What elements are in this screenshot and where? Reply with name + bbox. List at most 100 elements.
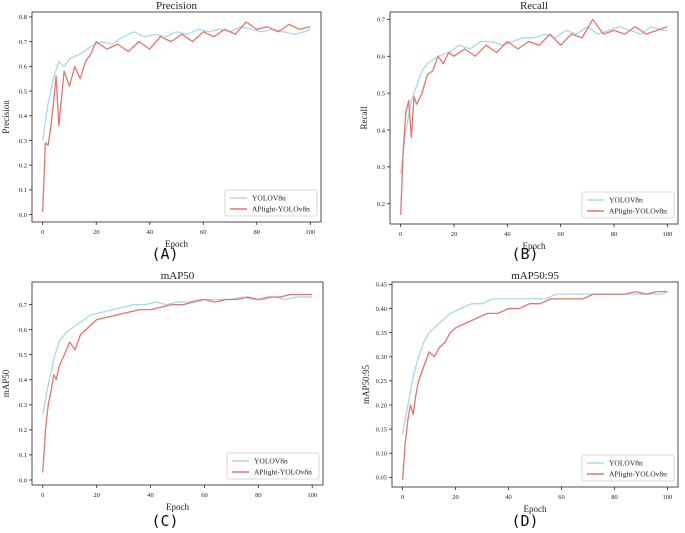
y-tick-label: 0.4 <box>377 127 386 134</box>
x-tick-label: 60 <box>201 492 208 499</box>
y-tick-label: 0.45 <box>376 282 387 289</box>
y-tick-label: 0.35 <box>376 330 387 337</box>
y-axis-label: mAP50:95 <box>361 365 371 405</box>
legend-label-aplight-yolov8n: APlight-YOLOv8n <box>609 470 667 479</box>
y-tick-label: 0.3 <box>19 402 27 409</box>
x-axis-label: Epoch <box>524 504 547 514</box>
x-tick-label: 100 <box>662 231 672 238</box>
chart-title: mAP50 <box>161 270 195 282</box>
panel-label-b: (B) <box>511 245 539 263</box>
x-tick-label: 100 <box>307 492 317 499</box>
y-tick-label: 0.40 <box>376 306 387 313</box>
y-axis-label: mAP50 <box>1 369 11 397</box>
legend: YOLOV8n APlight-YOLOv8n <box>226 452 320 480</box>
legend: YOLOV8n APlight-YOLOv8n <box>224 189 318 217</box>
map50-95-chart: mAP50:95 Epoch mAP50:95 0 20 40 60 80 100 0.05 0.1… <box>361 270 679 514</box>
legend: YOLOV8n APlight-YOLOv8n <box>581 191 675 219</box>
y-tick-label: 0.5 <box>377 90 385 97</box>
legend-label-yolov8n: YOLOV8n <box>609 459 643 468</box>
series-line-yolov8n <box>401 291 668 435</box>
y-tick-label: 0.0 <box>19 212 27 219</box>
x-tick-label: 40 <box>147 492 154 499</box>
x-tick-label: 0 <box>401 494 404 501</box>
x-tick-label: 40 <box>146 229 153 236</box>
x-tick-label: 60 <box>558 494 565 501</box>
x-axis-label: Epoch <box>165 239 188 249</box>
y-tick-label: 0.3 <box>377 164 385 171</box>
y-tick-label: 0.30 <box>376 354 387 361</box>
y-tick-label: 0.4 <box>19 377 28 384</box>
x-tick-label: 0 <box>41 492 44 499</box>
x-tick-label: 20 <box>452 494 459 501</box>
y-tick-label: 0.2 <box>377 201 385 208</box>
y-tick-label: 0.7 <box>19 302 28 309</box>
y-tick-label: 0.4 <box>19 113 28 120</box>
plot-frame <box>389 11 679 225</box>
legend-box <box>224 189 318 217</box>
legend-label-aplight-yolov8n: APlight-YOLOv8n <box>254 468 312 477</box>
chart-title: Precision <box>156 0 197 12</box>
y-tick-label: 0.1 <box>19 452 27 459</box>
series-line-aplight-yolov8n <box>401 290 668 480</box>
panel-label-a: (A) <box>151 245 179 263</box>
x-tick-label: 20 <box>93 492 100 499</box>
plot-frame <box>31 11 322 223</box>
legend-label-aplight-yolov8n: APlight-YOLOv8n <box>252 205 310 214</box>
y-tick-label: 0.2 <box>19 427 27 434</box>
x-tick-label: 20 <box>451 231 458 238</box>
plot-frame <box>391 281 679 488</box>
y-tick-label: 0.05 <box>376 475 387 482</box>
series-line-yolov8n <box>42 26 311 141</box>
chart-title: mAP50:95 <box>511 270 559 282</box>
panel-label-c: (C) <box>151 512 179 530</box>
y-axis-label: Precision <box>1 100 11 134</box>
x-tick-label: 80 <box>611 494 618 501</box>
y-tick-label: 0.8 <box>19 14 27 21</box>
y-tick-label: 0.7 <box>19 39 28 46</box>
series-line-yolov8n <box>42 296 313 415</box>
y-tick-label: 0.5 <box>19 352 27 359</box>
chart-title: Recall <box>520 0 548 12</box>
map50-chart: mAP50 Epoch mAP50 0 20 40 60 80 100 0.0 0.1 0.2 0.3 0… <box>1 270 324 512</box>
x-tick-label: 100 <box>663 494 673 501</box>
y-tick-label: 0.2 <box>19 162 27 169</box>
y-tick-label: 0.0 <box>19 477 27 484</box>
x-tick-label: 0 <box>399 231 402 238</box>
legend: YOLOV8n APlight-YOLOv8n <box>581 454 675 482</box>
x-tick-label: 60 <box>200 229 207 236</box>
x-tick-label: 40 <box>504 231 511 238</box>
legend-box <box>581 454 675 482</box>
y-tick-label: 0.3 <box>19 138 27 145</box>
y-axis-label: Recall <box>359 106 369 129</box>
series-line-aplight-yolov8n <box>42 293 313 473</box>
y-tick-label: 0.7 <box>377 17 386 24</box>
legend-label-yolov8n: YOLOV8n <box>609 196 643 205</box>
x-tick-label: 20 <box>93 229 100 236</box>
series-line-aplight-yolov8n <box>400 18 668 215</box>
y-tick-label: 0.10 <box>376 451 387 458</box>
x-tick-label: 100 <box>305 229 315 236</box>
legend-label-yolov8n: YOLOV8n <box>252 194 286 203</box>
x-tick-label: 80 <box>611 231 618 238</box>
x-tick-label: 40 <box>505 494 512 501</box>
x-axis-label: Epoch <box>166 502 189 512</box>
y-tick-label: 0.25 <box>376 378 387 385</box>
y-tick-label: 0.6 <box>377 54 386 61</box>
series-line-yolov8n <box>400 26 668 175</box>
panel-label-d: (D) <box>511 512 539 530</box>
y-tick-label: 0.1 <box>19 187 27 194</box>
precision-chart: Precision Epoch Precision 0 20 40 60 80 100 0.0 0.… <box>1 0 322 249</box>
legend-box <box>226 452 320 480</box>
y-tick-label: 0.20 <box>376 402 387 409</box>
x-tick-label: 80 <box>255 492 262 499</box>
y-tick-label: 0.6 <box>19 64 28 71</box>
x-tick-label: 80 <box>254 229 261 236</box>
y-tick-label: 0.6 <box>19 327 28 334</box>
y-tick-label: 0.15 <box>376 426 387 433</box>
legend-label-yolov8n: YOLOV8n <box>254 457 288 466</box>
recall-chart: Recall Epoch Recall 0 20 40 60 80 100 0.2 0.3 0.4 0.… <box>359 0 679 251</box>
x-tick-label: 60 <box>557 231 564 238</box>
x-axis-label: Epoch <box>523 241 546 251</box>
legend-box <box>581 191 675 219</box>
